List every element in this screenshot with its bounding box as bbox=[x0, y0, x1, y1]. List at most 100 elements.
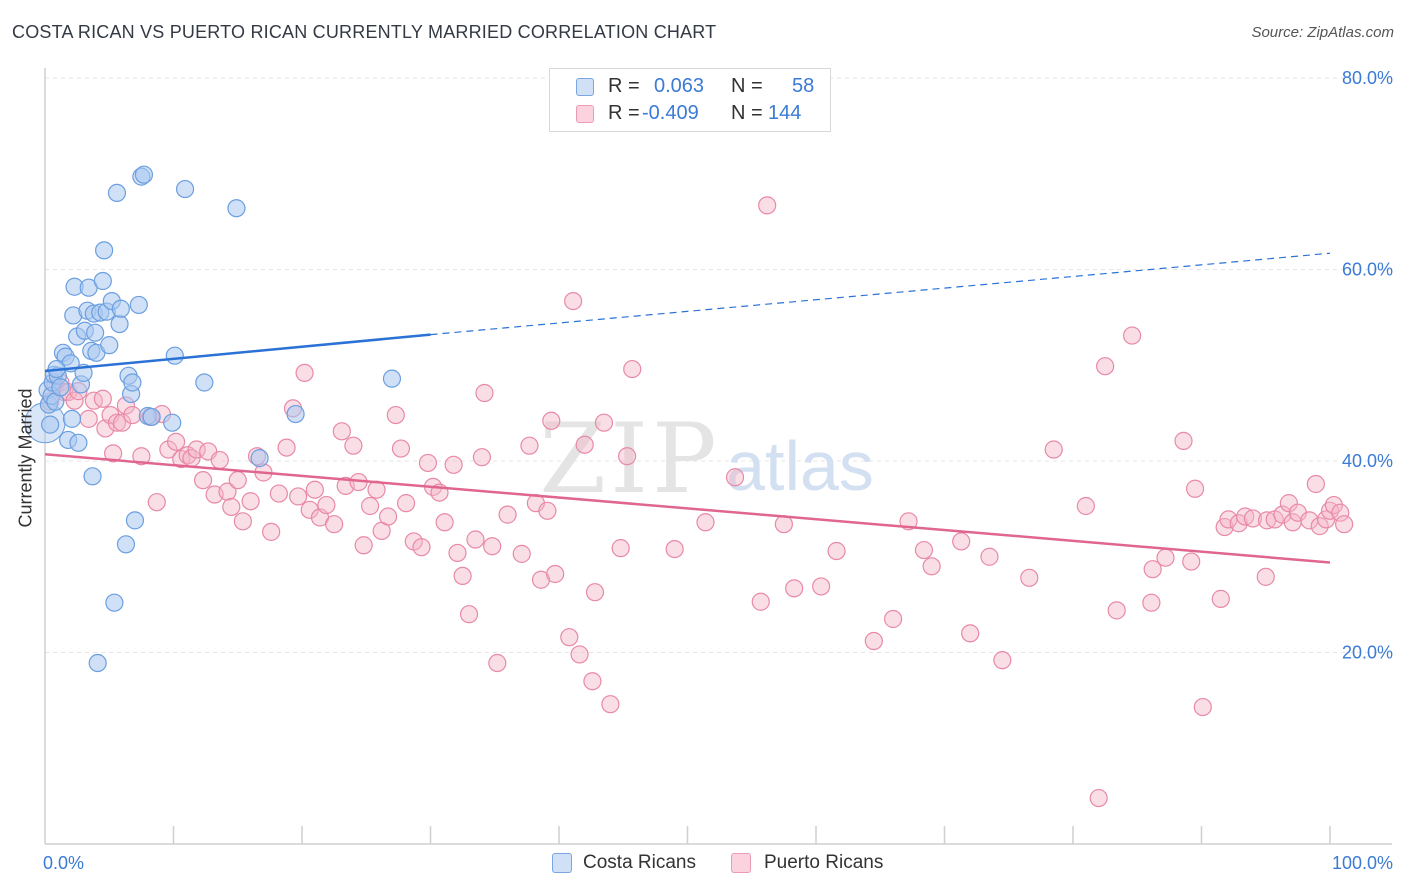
puerto-rican-point bbox=[696, 513, 715, 532]
puerto-rican-point bbox=[785, 579, 804, 598]
puerto-rican-point bbox=[262, 522, 281, 541]
legend-label: Costa Ricans bbox=[583, 852, 696, 873]
costa-rican-point bbox=[62, 409, 82, 428]
puerto-rican-point bbox=[295, 363, 314, 383]
costa-rican-point bbox=[86, 323, 105, 342]
puerto-rican-point bbox=[475, 383, 494, 403]
puerto-rican-point bbox=[1096, 357, 1115, 376]
legend-r-value: -0.409 bbox=[642, 102, 699, 124]
puerto-rican-point bbox=[483, 537, 502, 556]
y-tick-label: 80.0% bbox=[1342, 68, 1393, 88]
puerto-rican-point bbox=[1020, 568, 1039, 587]
legend-n-value: 144 bbox=[768, 102, 802, 124]
puerto-rican-point bbox=[827, 541, 846, 561]
legend-label: Puerto Ricans bbox=[764, 852, 884, 873]
source-label: Source: ZipAtlas.com bbox=[1251, 24, 1394, 41]
costa-rican-point bbox=[286, 404, 305, 424]
puerto-rican-point bbox=[564, 291, 583, 311]
puerto-rican-point bbox=[354, 536, 373, 555]
puerto-rican-point bbox=[453, 566, 472, 586]
costa-rican-point bbox=[69, 433, 88, 452]
puerto-rican-point bbox=[132, 447, 151, 466]
puerto-rican-point bbox=[241, 492, 260, 511]
costa-rican-point bbox=[195, 373, 214, 392]
costa-rican-point bbox=[110, 314, 129, 334]
legend-swatch-blue bbox=[552, 853, 572, 873]
puerto-rican-point bbox=[361, 496, 380, 516]
x-tick-label: 100.0% bbox=[1332, 853, 1393, 873]
puerto-rican-point bbox=[583, 672, 602, 691]
legend-swatch-blue bbox=[576, 78, 594, 96]
puerto-rican-point bbox=[305, 480, 324, 499]
puerto-rican-point bbox=[585, 583, 605, 602]
puerto-rican-point bbox=[1076, 496, 1095, 516]
puerto-rican-point bbox=[1211, 589, 1230, 608]
chart-title: COSTA RICAN VS PUERTO RICAN CURRENTLY MA… bbox=[12, 22, 717, 42]
costa-rican-point bbox=[163, 413, 182, 432]
puerto-rican-point bbox=[107, 413, 127, 432]
costa-rican-point bbox=[116, 535, 136, 554]
puerto-rican-point bbox=[448, 543, 467, 563]
puerto-rican-point bbox=[751, 592, 770, 611]
puerto-rican-point bbox=[300, 500, 319, 519]
y-axis-label: Currently Married bbox=[15, 388, 36, 528]
legend-row-puerto-ricans: R = -0.409 N = 144 bbox=[550, 102, 830, 128]
puerto-ricans-points bbox=[41, 196, 1354, 808]
puerto-rican-point bbox=[1256, 567, 1275, 586]
puerto-rican-point bbox=[611, 539, 630, 558]
puerto-rican-point bbox=[344, 436, 363, 455]
costa-ricans-points bbox=[24, 165, 402, 673]
costa-rican-point bbox=[125, 511, 145, 530]
puerto-rican-point bbox=[166, 432, 186, 451]
puerto-rican-point bbox=[412, 538, 431, 557]
correlation-legend: R = 0.063 N = 58 R = -0.409 N = 144 bbox=[549, 68, 831, 132]
puerto-rican-point bbox=[123, 405, 142, 425]
puerto-rican-point bbox=[618, 447, 637, 466]
legend-row-costa-ricans: R = 0.063 N = 58 bbox=[550, 75, 830, 101]
puerto-rican-point bbox=[980, 547, 999, 566]
puerto-rican-point bbox=[435, 513, 454, 532]
puerto-rican-point bbox=[546, 564, 565, 584]
legend-n-value: 58 bbox=[792, 75, 815, 97]
puerto-rican-point bbox=[1142, 593, 1161, 612]
puerto-rican-point bbox=[952, 532, 971, 551]
puerto-rican-point bbox=[520, 436, 539, 455]
puerto-rican-point bbox=[277, 438, 296, 457]
costa-rican-point bbox=[165, 346, 184, 365]
puerto-rican-point bbox=[193, 471, 213, 490]
puerto-rican-point bbox=[210, 450, 229, 470]
costa-rican-point bbox=[107, 183, 127, 202]
costa-rican-point bbox=[105, 593, 124, 612]
puerto-rican-point bbox=[418, 453, 438, 473]
puerto-rican-point bbox=[512, 544, 531, 563]
legend-n-label: N = bbox=[731, 102, 763, 124]
puerto-rican-point bbox=[1174, 431, 1193, 450]
puerto-rican-point bbox=[104, 444, 123, 463]
legend-n-label: N = bbox=[731, 75, 763, 97]
y-tick-label: 60.0% bbox=[1342, 260, 1393, 280]
legend-swatch-pink bbox=[731, 853, 751, 873]
puerto-rican-point bbox=[459, 605, 479, 624]
puerto-rican-point bbox=[96, 419, 115, 438]
costa-ricans-trend-line bbox=[44, 333, 431, 373]
puerto-rican-point bbox=[542, 411, 561, 430]
puerto-rican-point bbox=[961, 624, 980, 643]
puerto-rican-point bbox=[570, 645, 589, 664]
axis-layer bbox=[44, 68, 1392, 845]
costa-rican-point bbox=[111, 299, 130, 318]
puerto-rican-point bbox=[601, 695, 620, 714]
puerto-rican-point bbox=[864, 631, 883, 651]
costa-rican-point bbox=[175, 179, 195, 199]
costa-rican-point bbox=[227, 199, 246, 218]
puerto-rican-point bbox=[1310, 517, 1329, 536]
puerto-rican-point bbox=[93, 389, 112, 408]
puerto-rican-point bbox=[538, 501, 557, 520]
puerto-rican-point bbox=[812, 577, 831, 596]
costa-rican-point bbox=[250, 449, 269, 468]
puerto-rican-point bbox=[112, 413, 132, 432]
puerto-rican-point bbox=[623, 359, 642, 379]
puerto-rican-point bbox=[65, 391, 84, 410]
puerto-rican-point bbox=[1156, 548, 1175, 567]
puerto-rican-point bbox=[391, 439, 411, 458]
puerto-rican-point bbox=[665, 539, 684, 559]
